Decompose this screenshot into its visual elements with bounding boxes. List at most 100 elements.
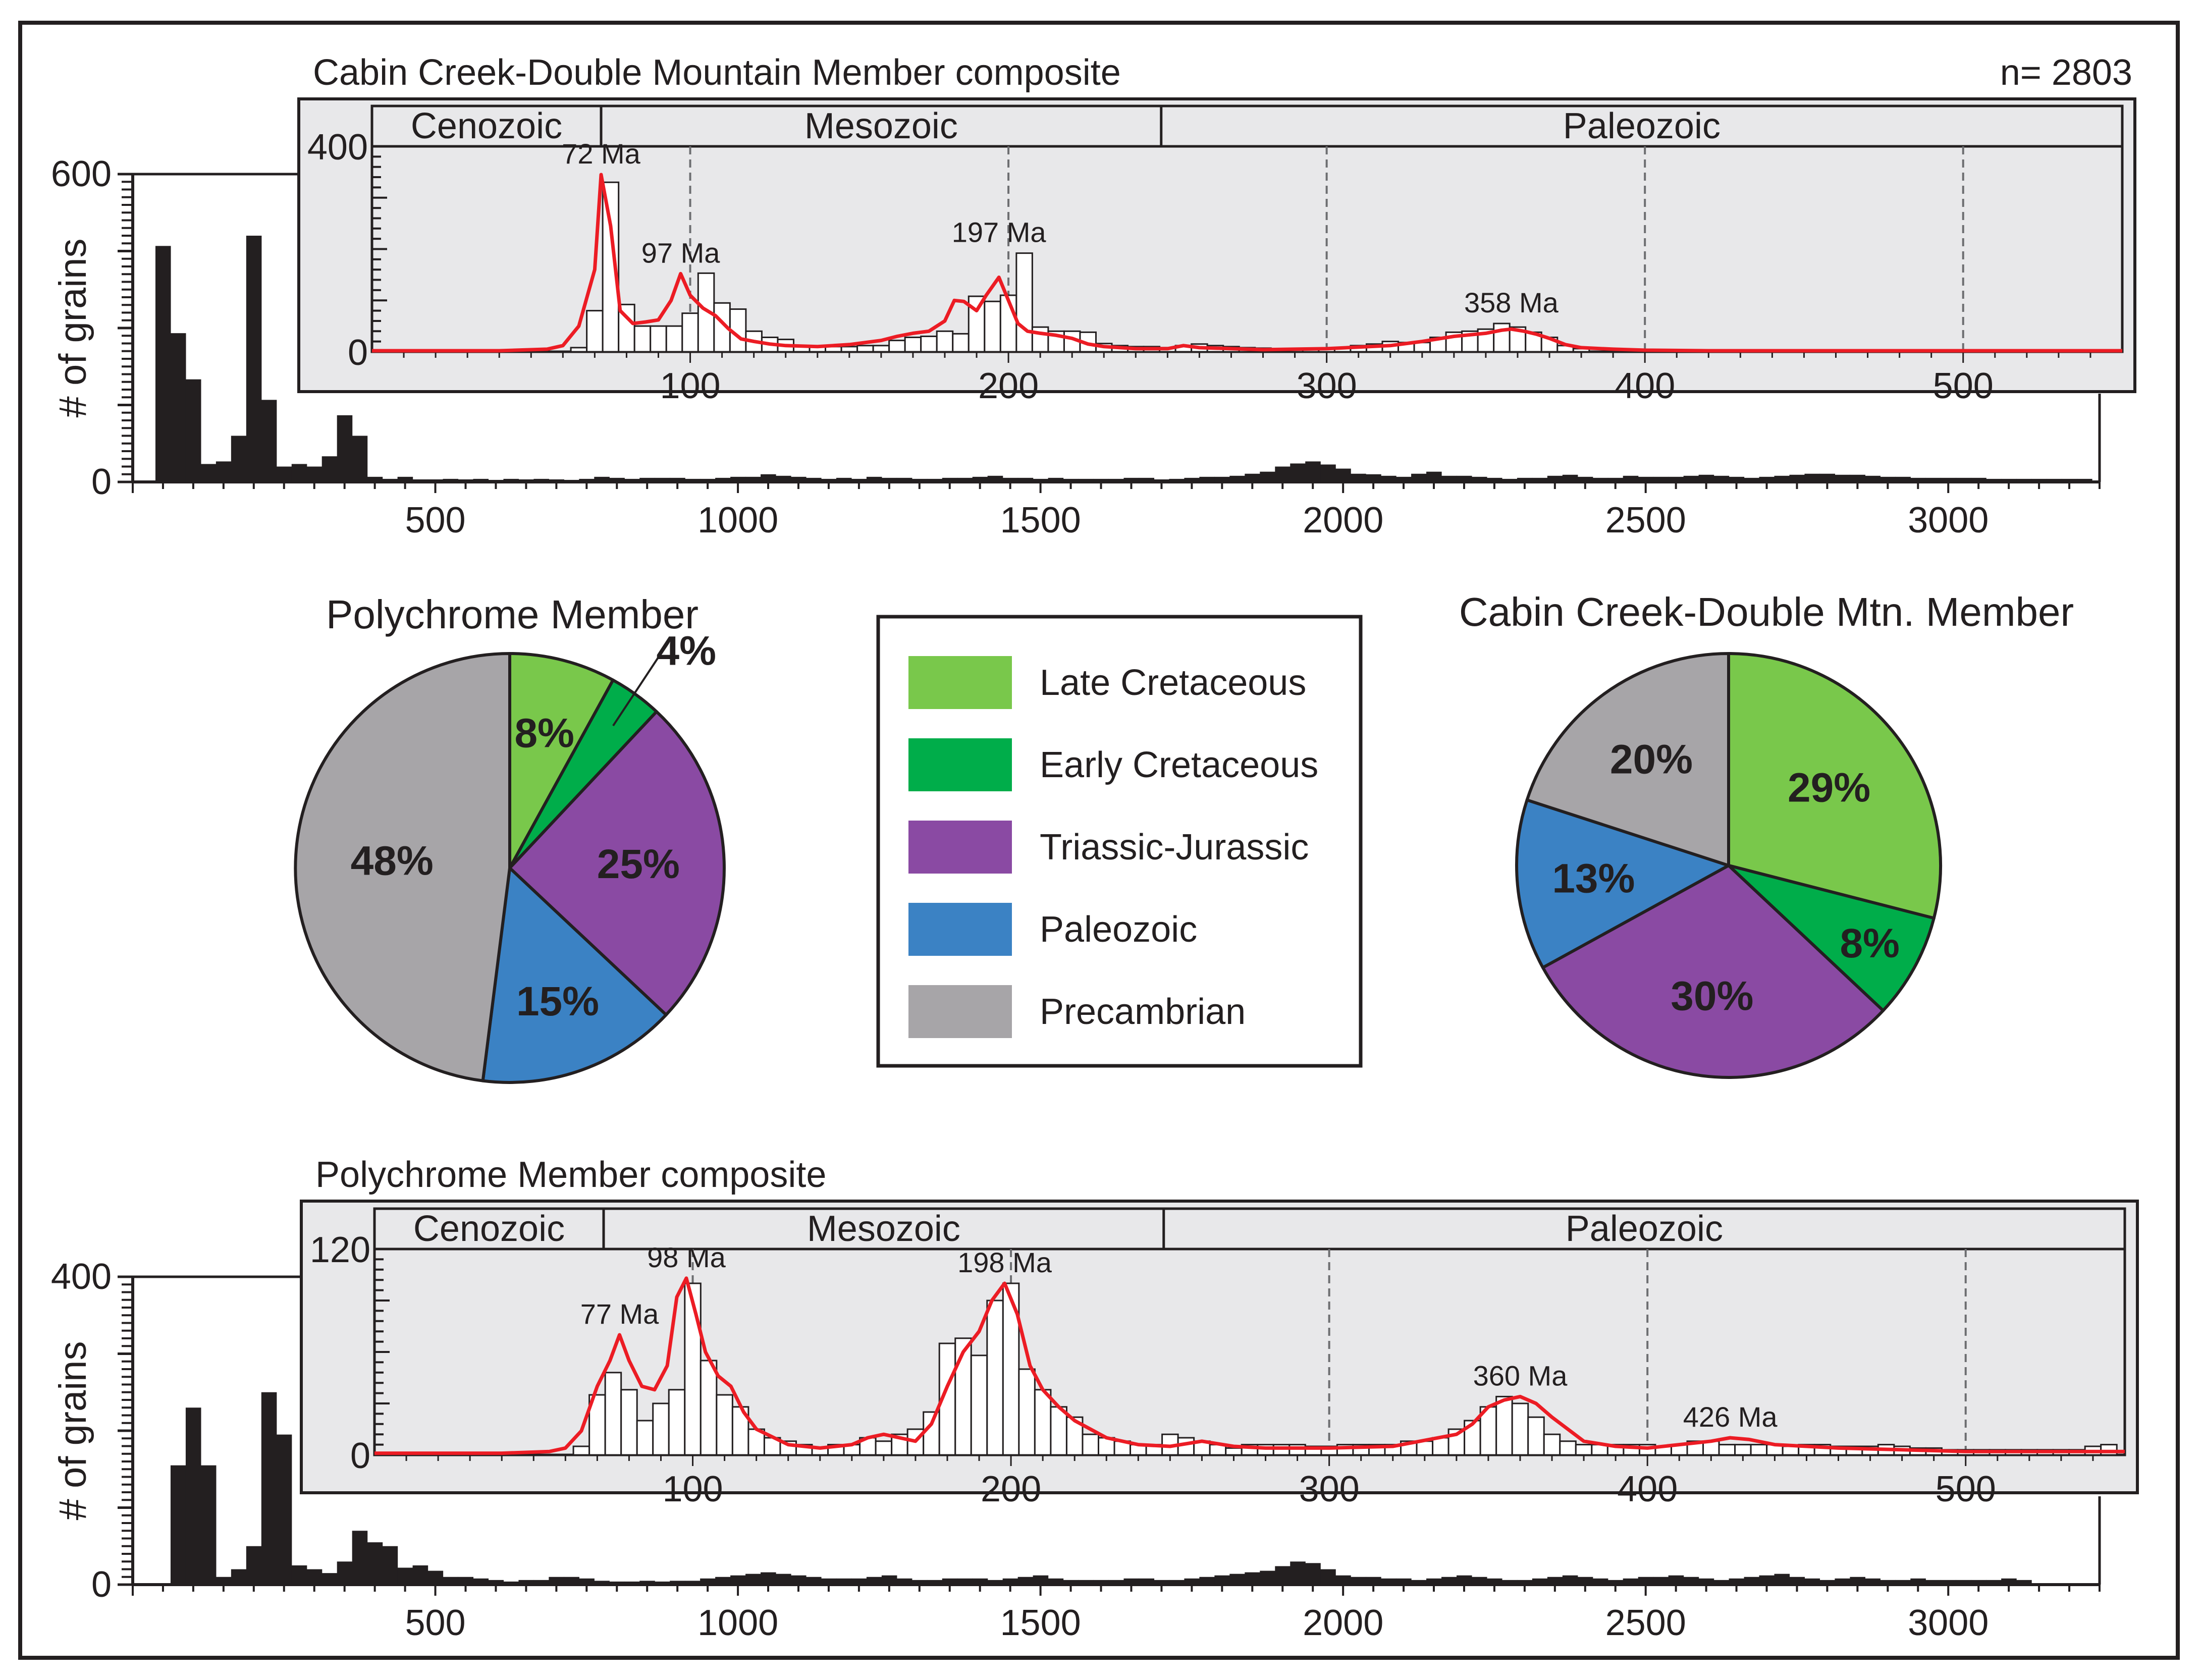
cc_full-bar [1229,475,1245,482]
poly_inset-bar [1559,1440,1577,1456]
cc_full-bar [1683,475,1699,482]
poly_full-bar [1774,1574,1790,1585]
cc_full-bar [246,236,262,482]
poly_full-bar [579,1578,595,1585]
cc_full-bar [1184,477,1200,482]
poly_full-bar [518,1580,534,1585]
cc_full-bar [200,464,217,482]
cc_full-bar [367,476,383,482]
poly_full-bar [488,1580,504,1585]
cc_full-bar [1366,474,1381,482]
poly_full-bar [715,1577,731,1585]
poly_full-bar [1638,1577,1654,1585]
cc_full-bar [503,478,519,482]
cc_pie-slice-paleozoic [1515,798,1730,969]
cc_full-y-label: # of grains [51,239,94,418]
poly_full-bar [427,1570,444,1585]
cc_full-bar [1381,475,1397,482]
poly_full-bar [1017,1577,1034,1585]
poly_full-bar [1971,1580,1986,1585]
poly_full-bar [1698,1578,1714,1585]
poly_full-y-label: # of grains [51,1341,94,1521]
cc_full-bar [1532,477,1548,482]
cc_full-bar [866,476,882,482]
cc_inset-bar [633,325,652,353]
poly_full-bar [1184,1578,1200,1585]
poly_inset-era-paleozoic: Paleozoic [1566,1209,1723,1249]
cc_full-bar [639,477,655,482]
cc_inset-bar [952,333,970,353]
poly_full-bar [1245,1572,1260,1585]
poly_full-bar [957,1578,973,1585]
poly_inset-peak-label: 77 Ma [580,1298,659,1330]
cc_full-bar [1305,461,1321,482]
cc_inset-era-paleozoic: Paleozoic [1563,106,1721,146]
cc_full-bar [1411,473,1427,482]
cc_full-bar [1774,475,1790,482]
cc_full-bar [1396,476,1412,482]
poly_full-bar [1729,1578,1745,1585]
poly_inset-bar [1034,1389,1052,1456]
cc_full-bar [624,478,640,482]
legend-swatch-early-cretaceous [908,738,1012,791]
poly_full-bar [1123,1578,1140,1585]
poly_full-bar [1850,1577,1865,1585]
cc_full-y-tick-label: 600 [51,154,112,194]
cc_inset-bar [856,345,874,353]
cc_full-bar [1729,476,1745,482]
cc_full-bar [745,476,761,482]
cc_pie-slice-triassic-jurassic [1541,864,1885,1079]
poly_full-bar [987,1580,1003,1585]
poly_full-bar [1532,1578,1548,1585]
poly_inset-bar [875,1440,893,1456]
cc_full-bar [1986,478,2002,482]
poly_full-bar [1501,1580,1518,1585]
poly_full-bar [776,1574,791,1585]
poly_inset-bar [1543,1433,1561,1456]
poly_inset-y-tick-label: 0 [350,1436,370,1476]
poly_full-bar [291,1565,307,1585]
cc_inset-plot-area [370,145,2124,353]
cc_inset-bar [570,347,588,353]
cc_full-bar [533,478,549,482]
poly_full-x-tick-label: 1500 [1000,1603,1081,1643]
cc_full-bar [896,477,912,482]
cc_full-bar [1048,477,1064,482]
poly_full-bar [972,1578,988,1585]
poly_inset-era-mesozoic: Mesozoic [807,1209,960,1249]
poly_full-bar [397,1567,413,1585]
poly_inset-bar [716,1394,733,1456]
poly_pie-title: Polychrome Member [326,592,699,637]
cc_full-bar [321,456,338,482]
cc_full-bar [1456,475,1472,482]
poly_full-bar [1154,1580,1170,1585]
cc_full-bar [2016,478,2032,482]
cc_inset-bar [984,300,1001,353]
poly_full-bar [730,1575,746,1585]
legend-label: Late Cretaceous [1040,663,1306,703]
poly_full-bar [1335,1575,1351,1585]
cc_full-bar [1623,475,1639,482]
poly_full-bar [1033,1575,1049,1585]
cc_inset-bar [1015,252,1033,353]
poly_full-bar [594,1581,610,1585]
poly_full-bar [1002,1578,1018,1585]
poly_full-bar [533,1580,549,1585]
poly_inset-bar [923,1411,940,1456]
cc_pie-slice-label: 29% [1788,765,1870,811]
poly_inset-peak-label: 198 Ma [957,1247,1052,1278]
poly_full-y-tick-label: 0 [91,1564,112,1605]
poly_full-bar [1880,1580,1896,1585]
cc_full-x-tick-label: 2500 [1605,500,1686,540]
poly_full-bar [170,1465,186,1585]
cc_full-bar [851,478,867,482]
legend-label: Early Cretaceous [1040,745,1318,785]
poly_full-x-tick-label: 2500 [1605,1603,1686,1643]
poly_full-bar [1577,1577,1593,1585]
cc_inset-panel: Cenozoic Mesozoic Paleozoic 0 400 100 200 300 40… [297,97,2136,406]
poly_inset-panel: Cenozoic Mesozoic Paleozoic 0 120 100 200 300 40… [300,1200,2139,1509]
poly_inset-bar [1018,1368,1036,1456]
cc_inset-y-tick-label: 0 [348,333,368,373]
cc_full-bar [1925,477,1941,482]
